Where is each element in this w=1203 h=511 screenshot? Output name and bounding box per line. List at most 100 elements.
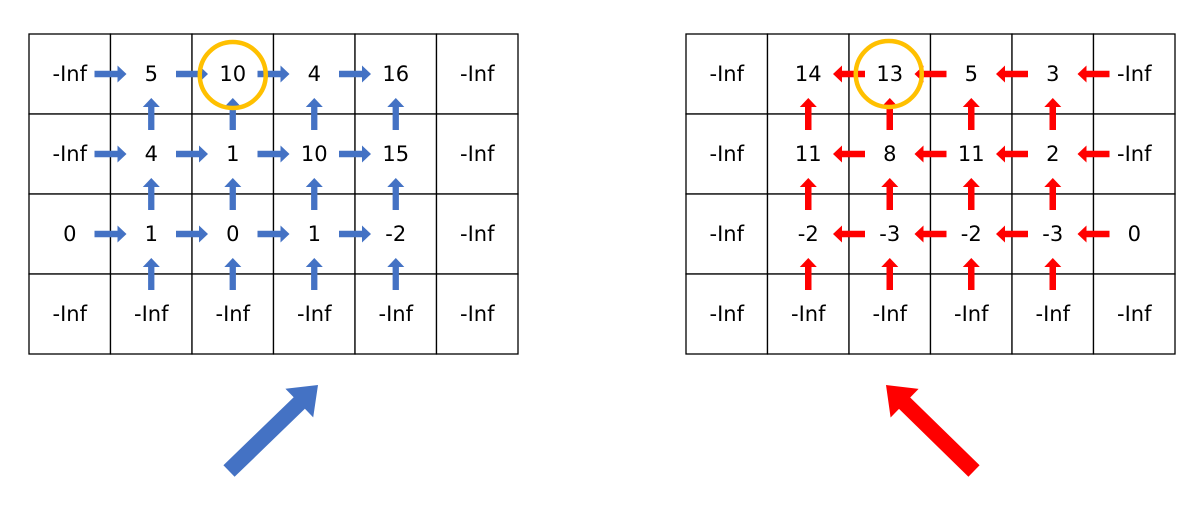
cell-value: 0 — [63, 222, 76, 246]
arrow-up-icon — [962, 258, 980, 290]
arrow-right-icon — [94, 145, 127, 163]
cell-value: -Inf — [297, 302, 332, 326]
cell-value: -Inf — [53, 142, 88, 166]
cell-value: 16 — [382, 62, 409, 86]
cell-value: -Inf — [1117, 302, 1152, 326]
arrow-up-icon — [1044, 178, 1062, 210]
cell-value: -Inf — [460, 222, 495, 246]
arrow-up-icon — [799, 258, 817, 290]
cell-value: 15 — [382, 142, 409, 166]
arrow-up-icon — [1044, 258, 1062, 290]
highlight-circle — [853, 38, 924, 110]
grid-cell — [685, 113, 769, 195]
arrow-up-left-icon — [886, 385, 980, 477]
cell-value: 0 — [226, 222, 239, 246]
arrow-left-icon — [833, 145, 865, 163]
grid-cell — [435, 193, 519, 275]
arrow-up-icon — [305, 178, 323, 210]
cell-value: 14 — [795, 62, 822, 86]
arrow-up-icon — [387, 178, 405, 210]
cell-value: -3 — [1042, 222, 1063, 246]
cell-value: 1 — [145, 222, 158, 246]
arrow-up-icon — [224, 178, 242, 210]
arrow-right-icon — [176, 145, 208, 163]
cell-value: -Inf — [460, 302, 495, 326]
cell-value: -Inf — [53, 302, 88, 326]
arrow-right-icon — [94, 65, 127, 83]
arrow-left-icon — [1077, 145, 1110, 163]
cell-value: -Inf — [53, 62, 88, 86]
arrow-left-icon — [996, 65, 1028, 83]
cell-value: 5 — [145, 62, 158, 86]
arrow-right-icon — [339, 65, 371, 83]
cell-value: 5 — [965, 62, 978, 86]
cell-value: -Inf — [460, 62, 495, 86]
cell-value: -Inf — [460, 142, 495, 166]
cell-value: 4 — [308, 62, 321, 86]
cell-value: -Inf — [216, 302, 251, 326]
arrow-left-icon — [1077, 225, 1110, 243]
cell-value: -Inf — [710, 62, 745, 86]
arrow-up-icon — [962, 98, 980, 130]
arrow-up-icon — [142, 98, 160, 130]
arrow-left-icon — [1077, 65, 1110, 83]
cell-value: 2 — [1046, 142, 1059, 166]
cell-value: -Inf — [873, 302, 908, 326]
cell-value: -3 — [879, 222, 900, 246]
arrow-left-icon — [833, 225, 865, 243]
cell-value: -Inf — [710, 302, 745, 326]
arrow-up-icon — [387, 258, 405, 290]
grid-cell — [435, 33, 519, 115]
right-dp-grid: -Inf 14 13 5 3 -Inf -Inf 11 8 11 2 -Inf -Inf -2 -3 -2 -3… — [685, 33, 1176, 355]
grid-cell — [685, 33, 769, 115]
arrow-left-icon — [914, 225, 947, 243]
arrow-right-icon — [257, 65, 290, 83]
grid-cell — [685, 273, 769, 355]
cell-value: 13 — [876, 62, 903, 86]
arrow-left-icon — [996, 145, 1028, 163]
cell-value: -Inf — [710, 142, 745, 166]
cell-value: 10 — [301, 142, 328, 166]
arrow-up-icon — [881, 258, 899, 290]
cell-value: 11 — [958, 142, 985, 166]
arrow-right-icon — [339, 145, 371, 163]
cell-value: -2 — [385, 222, 406, 246]
cell-value: 1 — [226, 142, 239, 166]
grid-cell — [28, 273, 112, 355]
cell-value: -Inf — [791, 302, 826, 326]
cell-value: 11 — [795, 142, 822, 166]
cell-value: 10 — [219, 62, 246, 86]
arrow-up-icon — [799, 98, 817, 130]
arrow-up-icon — [962, 178, 980, 210]
arrow-up-icon — [305, 258, 323, 290]
grid-cell — [435, 273, 519, 355]
arrow-up-icon — [305, 98, 323, 130]
cell-value: -Inf — [710, 222, 745, 246]
cell-value: -Inf — [1117, 142, 1152, 166]
arrow-up-icon — [881, 178, 899, 210]
arrow-right-icon — [339, 225, 371, 243]
grid-cell — [1092, 273, 1176, 355]
arrow-left-icon — [833, 65, 865, 83]
cell-value: -Inf — [134, 302, 169, 326]
arrow-right-icon — [257, 225, 290, 243]
cell-value: -Inf — [1036, 302, 1071, 326]
grid-cell — [435, 113, 519, 195]
cell-value: -Inf — [379, 302, 414, 326]
arrow-left-icon — [996, 225, 1028, 243]
cell-value: 8 — [883, 142, 896, 166]
cell-value: 0 — [1128, 222, 1141, 246]
cell-value: 1 — [308, 222, 321, 246]
direction-arrows — [223, 385, 980, 477]
arrow-up-icon — [224, 258, 242, 290]
arrow-up-icon — [142, 258, 160, 290]
arrow-up-icon — [142, 178, 160, 210]
arrow-up-icon — [387, 98, 405, 130]
arrow-up-icon — [1044, 98, 1062, 130]
cell-value: 3 — [1046, 62, 1059, 86]
highlight-circle — [197, 39, 268, 111]
cell-value: -Inf — [1117, 62, 1152, 86]
cell-value: 4 — [145, 142, 158, 166]
